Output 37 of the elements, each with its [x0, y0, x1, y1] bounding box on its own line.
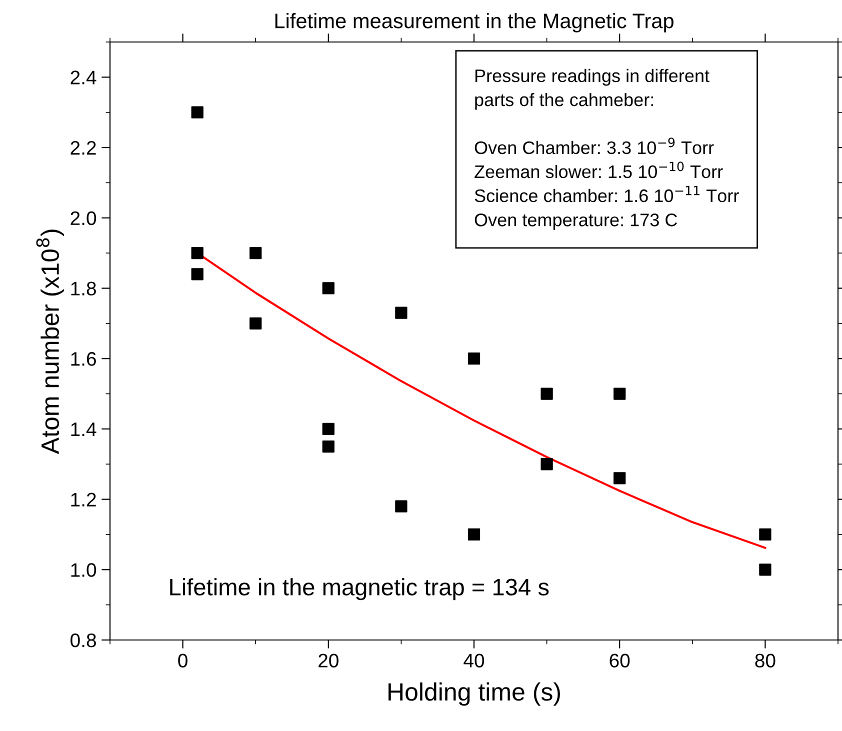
x-axis-title: Holding time (s) [388, 682, 560, 706]
y-axis-title: Atom number (x10$^{8}$) [36, 230, 64, 454]
point [614, 472, 626, 484]
annotation: Lifetime in the magnetic trap = 134 s [170, 578, 549, 600]
point [250, 246, 262, 260]
y-tick-label: 1.8 [71, 282, 96, 296]
x-tick-label: 0 [178, 654, 188, 668]
point [614, 388, 626, 400]
text: Pressure readings in different parts of the cahmeber: Oven Chamber: 3.3 10$^{−9}$ Torr Zeeman slower: 1.5 10$^{−10}$ Torr Science chamber: 1.6 10$^{−11}$ Torr Oven temperature: 173 C [474, 68, 739, 230]
point [759, 564, 772, 576]
point [191, 106, 204, 118]
y-tick-label: 2.2 [70, 140, 96, 155]
point [395, 500, 408, 512]
point [759, 528, 772, 541]
y-tick-label: 2.0 [70, 211, 96, 226]
x-tick-label: 60 [610, 654, 630, 668]
point [191, 246, 204, 260]
point [322, 422, 334, 436]
x-tick-label: 80 [755, 654, 776, 668]
point [395, 306, 408, 319]
point [540, 458, 553, 470]
y-tick-label: 2.4 [70, 70, 96, 84]
point [322, 440, 334, 453]
point [191, 268, 204, 280]
x-tick-label: 20 [318, 654, 338, 668]
y-tick-label: 1.0 [71, 563, 96, 577]
y-tick-label: 0.8 [70, 633, 96, 648]
y-tick-label: 1.2 [71, 492, 96, 506]
point [468, 352, 480, 365]
chart-title: Lifetime measurement in the Magnetic Trap [275, 13, 674, 32]
point [540, 388, 553, 400]
x-tick-label: 40 [464, 654, 484, 668]
y-tick-label: 1.4 [71, 422, 96, 436]
y-tick-label: 1.6 [71, 352, 96, 366]
point [468, 528, 480, 541]
point [250, 317, 262, 330]
point [322, 282, 334, 294]
